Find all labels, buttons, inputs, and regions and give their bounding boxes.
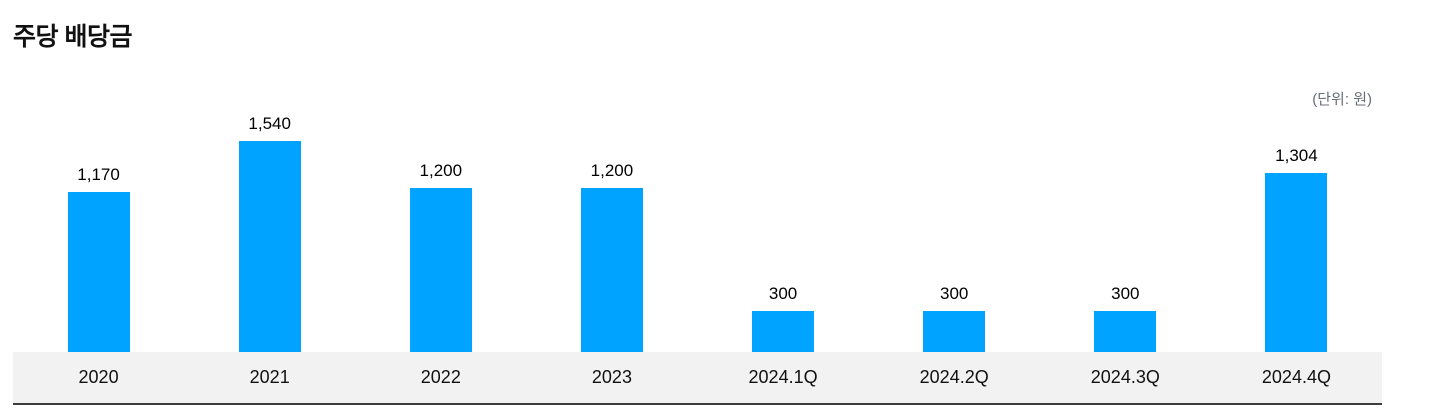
bar-2023[interactable] xyxy=(580,188,643,352)
bar-value-label: 300 xyxy=(1111,284,1140,303)
bar-2021[interactable] xyxy=(238,141,301,352)
x-axis-label-2024.1Q: 2024.1Q xyxy=(748,367,818,387)
bar-group-2024.4Q: 1,304 xyxy=(1211,110,1382,352)
bar-value-label: 1,200 xyxy=(590,161,634,180)
plot-area: 1,170 1,540 1,200 1,200 300 300 300 1,304 xyxy=(13,110,1382,352)
bar-chart: 1,170 1,540 1,200 1,200 300 300 300 1,304 2020 2… xyxy=(13,0,1382,405)
bar-2020[interactable] xyxy=(67,192,130,352)
x-axis-label-2023: 2023 xyxy=(591,367,632,387)
unit-label: (단위: 원) xyxy=(1312,91,1372,108)
bar-value-label: 1,170 xyxy=(77,165,120,184)
x-axis-label-2022: 2022 xyxy=(420,367,461,387)
bar-group-2021: 1,540 xyxy=(184,110,355,352)
bar-2024.4Q[interactable] xyxy=(1265,173,1328,352)
x-axis-label-2024.4Q: 2024.4Q xyxy=(1261,367,1331,387)
x-axis-label-2024.2Q: 2024.2Q xyxy=(919,367,989,387)
bar-2024.2Q[interactable] xyxy=(923,311,986,352)
bar-2022[interactable] xyxy=(409,188,472,352)
x-axis-label-2024.3Q: 2024.3Q xyxy=(1090,367,1160,387)
bar-value-label: 300 xyxy=(940,284,969,303)
bar-value-label: 1,200 xyxy=(419,161,463,180)
bar-group-2024.3Q: 300 xyxy=(1040,110,1211,352)
x-axis-label-2020: 2020 xyxy=(78,367,119,387)
bar-value-label: 1,540 xyxy=(248,114,291,133)
x-axis-label-2021: 2021 xyxy=(249,367,290,387)
bar-group-2020: 1,170 xyxy=(13,110,184,352)
bar-2024.3Q[interactable] xyxy=(1094,311,1157,352)
bar-group-2022: 1,200 xyxy=(355,110,526,352)
bar-group-2023: 1,200 xyxy=(526,110,697,352)
page-title: 주당 배당금 xyxy=(13,23,132,51)
bar-value-label: 300 xyxy=(768,284,798,303)
bar-group-2024.2Q: 300 xyxy=(869,110,1040,352)
bar-group-2024.1Q: 300 xyxy=(698,110,869,352)
bar-2024.1Q[interactable] xyxy=(752,311,815,352)
x-axis-band: 2020 2021 2022 2023 2024.1Q 2024.2Q 2024.3Q 202… xyxy=(13,352,1382,405)
bar-value-label: 1,304 xyxy=(1275,146,1318,165)
